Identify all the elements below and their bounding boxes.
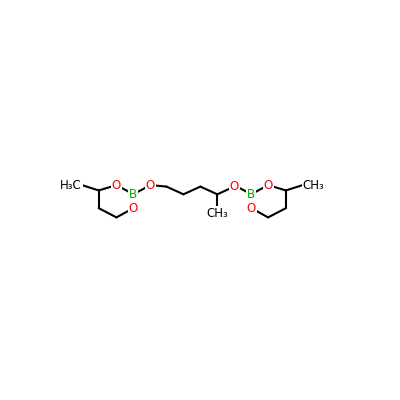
Text: B: B (129, 188, 138, 201)
Text: O: O (146, 178, 155, 192)
Text: O: O (112, 178, 121, 192)
Text: O: O (264, 178, 273, 192)
Text: B: B (247, 188, 255, 201)
Text: O: O (246, 202, 256, 215)
Text: O: O (129, 202, 138, 215)
Text: O: O (230, 180, 239, 193)
Text: CH₃: CH₃ (303, 178, 324, 192)
Text: H₃C: H₃C (60, 178, 82, 192)
Text: CH₃: CH₃ (206, 207, 228, 220)
